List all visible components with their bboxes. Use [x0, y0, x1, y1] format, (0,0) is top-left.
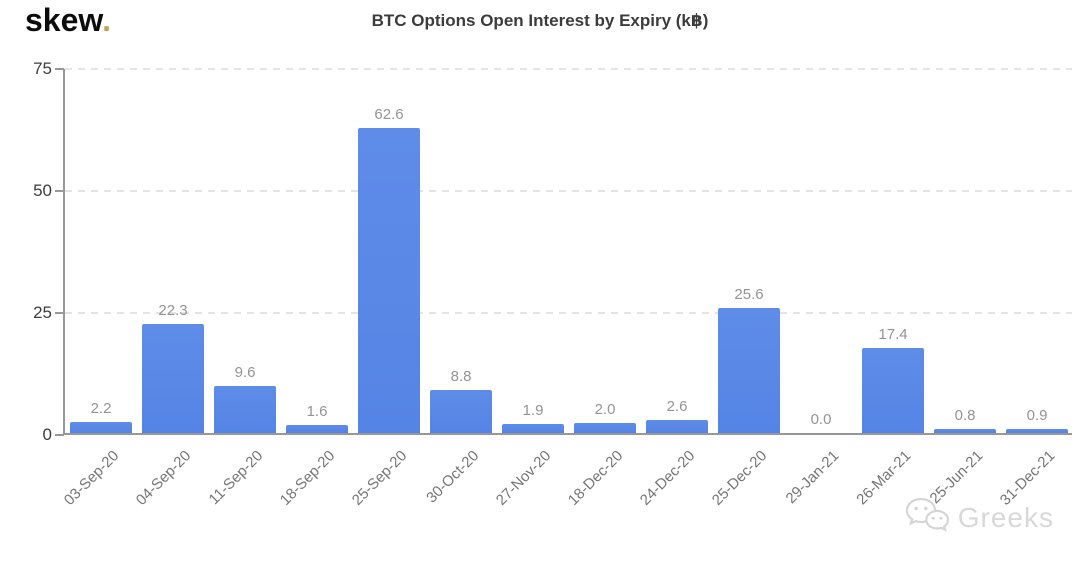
bar — [646, 420, 708, 433]
bar — [430, 390, 492, 433]
bar-value-label: 22.3 — [158, 302, 188, 320]
y-axis-tick — [55, 434, 64, 436]
bar-value-label: 25.6 — [734, 286, 764, 304]
bar — [934, 429, 996, 433]
gridline — [65, 68, 1072, 70]
gridline — [65, 312, 1072, 314]
chart-panel: { "brand": { "logo_text": "skew", "logo_… — [25, 2, 1072, 540]
bar-value-label: 2.6 — [666, 398, 688, 416]
plot-area: 0 25 50 75 2.2 03-Sep-20 22.3 04-Sep-20 9.6 11-Se… — [33, 60, 1072, 509]
bar — [286, 425, 348, 433]
skew-logo-text: skew — [25, 2, 103, 38]
bar-value-label: 17.4 — [878, 326, 908, 344]
y-axis-label: 0 — [42, 425, 52, 444]
bar — [358, 127, 420, 433]
bar — [1006, 428, 1068, 433]
bar — [502, 423, 564, 433]
bar-value-label: 1.6 — [306, 403, 328, 421]
bar-value-label: 1.9 — [522, 401, 544, 419]
bar-value-label: 2.0 — [594, 401, 616, 419]
gridline — [65, 190, 1072, 192]
bar — [70, 422, 132, 433]
chart-title: BTC Options Open Interest by Expiry (k฿) — [371, 11, 709, 30]
bar-value-label: 0.8 — [954, 407, 976, 425]
logo-dot: . — [102, 2, 111, 38]
y-axis-tick — [55, 68, 64, 70]
y-axis-label: 50 — [33, 181, 52, 200]
y-axis-label: 25 — [33, 303, 52, 322]
bar — [142, 324, 204, 433]
skew-logo: skew. — [25, 2, 111, 39]
bar — [862, 348, 924, 433]
watermark-text: Greeks — [957, 501, 1054, 533]
bar-value-label: 2.2 — [90, 400, 112, 418]
watermark: Greeks — [904, 495, 1054, 540]
bar-value-label: 0.9 — [1026, 406, 1048, 424]
bar — [574, 423, 636, 433]
y-axis-tick — [55, 312, 64, 314]
bar-value-label: 8.8 — [450, 368, 472, 386]
wechat-icon — [904, 495, 950, 540]
bar — [214, 386, 276, 433]
bar-value-label: 62.6 — [374, 105, 404, 123]
bar-value-label: 0.0 — [810, 411, 832, 428]
y-axis-label: 75 — [33, 59, 52, 78]
y-axis-tick — [55, 190, 64, 192]
bar — [718, 308, 780, 433]
bar-value-label: 9.6 — [234, 364, 256, 382]
